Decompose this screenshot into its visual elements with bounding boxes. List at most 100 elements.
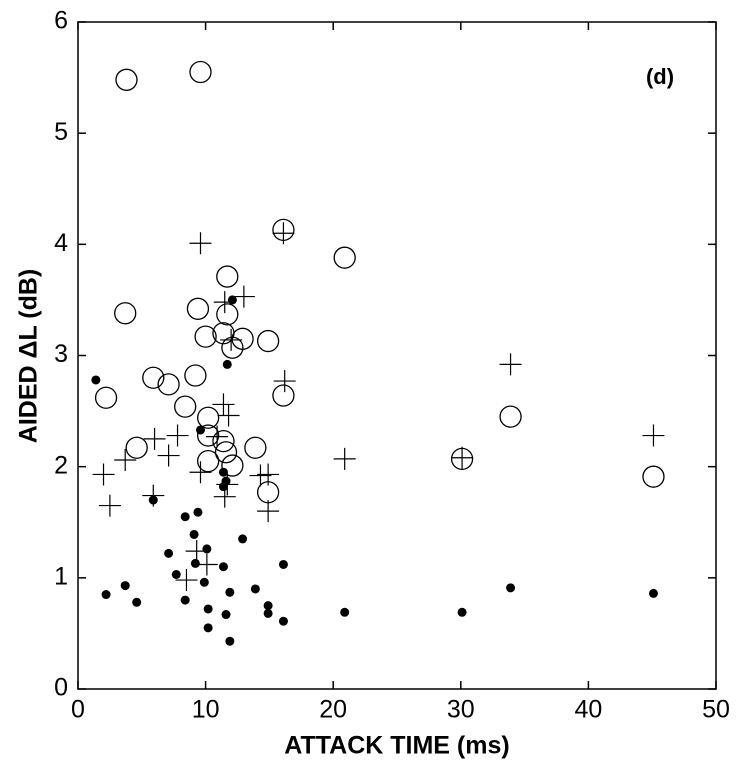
point-plus: [272, 222, 295, 245]
point-dot: [132, 597, 142, 607]
point-circle: [125, 436, 148, 459]
point-dot: [648, 588, 658, 598]
point-dot: [203, 604, 213, 614]
point-circle: [115, 68, 138, 91]
y-tick-label: 0: [54, 674, 68, 702]
point-dot: [506, 583, 516, 593]
point-circle: [216, 265, 239, 288]
point-plus: [143, 427, 166, 450]
point-dot: [189, 529, 199, 539]
y-axis-label: AIDED ΔL (dB): [15, 269, 43, 443]
point-plus: [257, 500, 280, 523]
point-circle: [499, 405, 522, 428]
x-tick-label: 10: [192, 696, 220, 724]
point-dot: [263, 608, 273, 618]
point-plus: [92, 463, 115, 486]
point-circle: [272, 384, 295, 407]
y-tick-label: 3: [54, 340, 68, 368]
point-plus: [189, 232, 212, 255]
point-dot: [221, 610, 231, 620]
panel-label: (d): [646, 64, 674, 89]
point-circle: [256, 329, 280, 353]
point-circle: [333, 246, 356, 269]
point-plus: [217, 404, 240, 427]
x-axis-label: ATTACK TIME (ms): [284, 732, 509, 760]
point-circle: [142, 366, 165, 389]
point-dot: [218, 467, 228, 477]
point-dot: [120, 581, 130, 591]
y-tick-label: 1: [54, 562, 68, 590]
point-plus: [175, 569, 198, 592]
point-circle: [186, 297, 210, 320]
y-tick-label: 4: [54, 229, 68, 257]
point-dot: [218, 562, 228, 572]
point-dot: [199, 577, 209, 587]
point-plus: [98, 494, 121, 517]
point-circle: [221, 454, 244, 477]
point-plus: [232, 285, 255, 308]
point-dot: [250, 584, 260, 594]
point-circle: [189, 60, 212, 84]
point-circle: [157, 373, 180, 396]
point-dot: [278, 616, 288, 626]
point-plus: [451, 446, 474, 469]
point-dot: [263, 601, 273, 611]
point-dot: [101, 590, 111, 600]
point-dot: [202, 544, 212, 554]
point-dot: [180, 595, 190, 605]
point-circle: [221, 336, 244, 359]
point-circle: [174, 395, 197, 418]
x-tick-label: 0: [71, 696, 85, 724]
y-tick-label: 6: [54, 7, 68, 35]
point-plus: [220, 328, 243, 351]
point-plus: [273, 370, 296, 393]
point-plus: [212, 393, 235, 416]
x-tick-label: 40: [574, 696, 602, 724]
point-dot: [164, 548, 174, 558]
point-plus: [189, 461, 212, 484]
point-dot: [203, 623, 213, 633]
point-circle: [197, 406, 220, 429]
point-dot: [190, 558, 200, 568]
point-dot: [171, 569, 181, 579]
point-dot: [238, 534, 248, 544]
point-plus: [114, 448, 137, 471]
point-circle: [184, 364, 207, 387]
point-circle: [194, 325, 217, 348]
plot-frame: [77, 21, 717, 690]
point-circle: [212, 429, 235, 453]
point-dot: [195, 425, 205, 435]
point-circle: [244, 436, 267, 459]
point-dot: [91, 375, 101, 385]
y-tick-label: 5: [54, 118, 68, 146]
point-circle: [642, 465, 665, 488]
point-circle: [214, 441, 238, 464]
point-plus: [257, 463, 280, 486]
point-plus: [206, 425, 229, 448]
point-dot: [218, 482, 228, 492]
point-plus: [333, 447, 356, 470]
point-circle: [197, 449, 220, 473]
point-dot: [278, 559, 288, 569]
point-plus: [499, 353, 522, 376]
point-circle: [197, 424, 220, 447]
x-tick-label: 20: [319, 696, 347, 724]
point-dot: [148, 495, 158, 505]
point-dot: [180, 512, 190, 522]
point-dot: [225, 587, 235, 597]
point-dot: [340, 607, 350, 617]
point-plus: [642, 424, 665, 447]
point-circle: [94, 386, 118, 409]
point-dot: [225, 636, 235, 646]
x-tick-label: 50: [702, 696, 730, 724]
y-tick-label: 2: [54, 451, 68, 479]
point-dot: [222, 359, 232, 369]
point-dot: [193, 507, 203, 517]
point-circle: [216, 303, 239, 326]
point-dot: [457, 607, 467, 617]
point-dot: [227, 295, 237, 305]
point-plus: [157, 444, 180, 467]
point-circle: [114, 302, 137, 325]
